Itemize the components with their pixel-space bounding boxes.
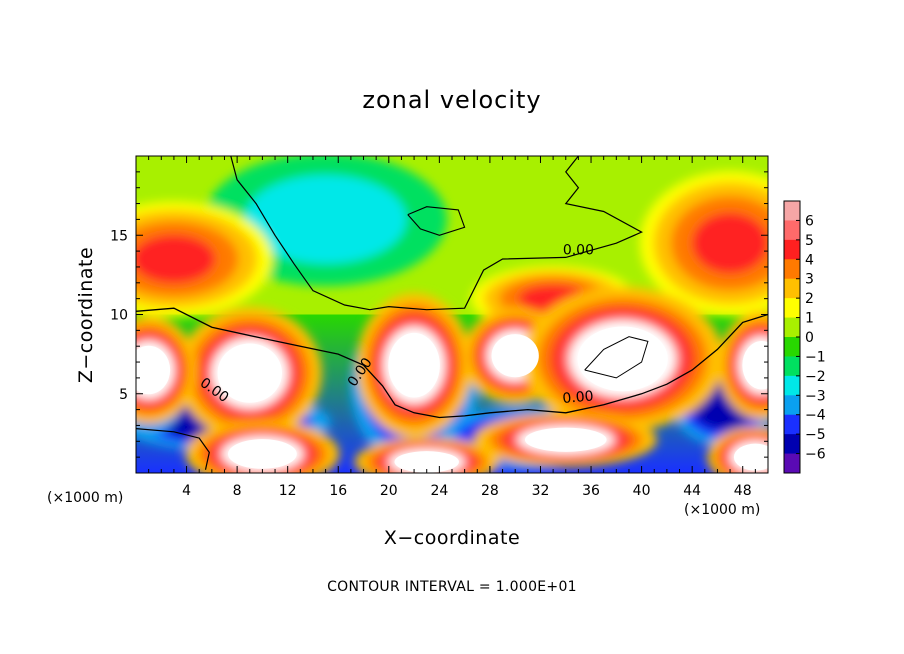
colorbar-swatch [784, 395, 800, 416]
feature-upper_max-10-ring-3 [136, 234, 216, 284]
colorbar-tick-label: −4 [805, 408, 826, 424]
colorbar-swatch [784, 220, 800, 241]
max-core-1 [388, 332, 440, 398]
colorbar-tick-label: −1 [805, 349, 826, 365]
colorbar-swatch [784, 337, 800, 357]
max-core-9 [733, 443, 768, 471]
x-tick-label: 16 [329, 483, 347, 499]
x-tick-label: 12 [279, 483, 297, 499]
max-core-4 [524, 427, 607, 452]
zero-contour-upper [230, 156, 643, 311]
max-core-5 [228, 439, 297, 469]
colorbar-swatch [784, 259, 800, 280]
colorbar-swatch [784, 414, 800, 435]
y-tick-label: 5 [119, 387, 128, 403]
y-tick-label: 10 [110, 308, 128, 324]
y-tick-label: 15 [110, 228, 128, 244]
colorbar-swatch [784, 239, 800, 260]
x-units-left: (×1000 m) [47, 490, 124, 506]
x-tick-label: 4 [182, 483, 191, 499]
chart-title: zonal velocity [362, 86, 542, 114]
colorbar-swatch [784, 317, 800, 338]
x-tick-label: 32 [532, 483, 550, 499]
x-tick-label: 44 [683, 483, 701, 499]
colorbar-tick-label: 1 [805, 311, 814, 327]
colorbar-swatch [784, 298, 800, 319]
zero-contour-lower-left [136, 428, 210, 470]
max-core-7 [136, 345, 171, 395]
max-core-0 [217, 343, 282, 403]
feature-calm-18-ring-1 [244, 175, 407, 264]
x-tick-label: 24 [430, 483, 448, 499]
colorbar-swatch [784, 434, 800, 455]
feature-upper_max-11-ring-3 [691, 212, 768, 274]
colorbar-tick-label: −3 [805, 388, 826, 404]
x-tick-label: 20 [380, 483, 398, 499]
max-core-2 [491, 334, 539, 378]
contour-interval-note: CONTOUR INTERVAL = 1.000E+01 [327, 579, 577, 595]
contour-label-3: 0.00 [563, 242, 594, 258]
colorbar-tick-label: −5 [805, 427, 826, 443]
colorbar-tick-label: 0 [805, 330, 814, 346]
colorbar-swatch [784, 453, 800, 474]
colorbar-tick-label: 2 [805, 291, 814, 307]
x-tick-label: 28 [481, 483, 499, 499]
colorbar-swatch [784, 278, 800, 299]
colorbar-tick-label: 5 [805, 233, 814, 249]
x-units-right: (×1000 m) [684, 502, 761, 518]
x-axis-label: X−coordinate [383, 527, 521, 549]
velocity-field: 0.000.00 0.000.00 [136, 156, 768, 473]
colorbar-tick-label: 3 [805, 272, 814, 288]
x-tick-label: 36 [582, 483, 600, 499]
contour-inner-loop [584, 336, 649, 379]
contour-label-2: 0.00 [562, 388, 594, 407]
max-core-6 [394, 451, 459, 473]
colorbar-swatch [784, 201, 800, 221]
zero-contour-main [136, 307, 768, 419]
x-tick-label: 40 [633, 483, 651, 499]
colorbar-tick-label: −2 [805, 369, 826, 385]
x-tick-label: 8 [233, 483, 242, 499]
colorbar-tick-label: −6 [805, 447, 826, 463]
max-core-8 [742, 340, 768, 390]
x-tick-label: 48 [734, 483, 752, 499]
max-core-3 [577, 326, 668, 392]
colorbar-tick-label: 6 [805, 213, 814, 229]
zero-contour-loop [407, 206, 466, 236]
colorbar: 6 5 4 3 2 1 0 −1 −2 −3 −4 −5 −6 [783, 200, 826, 474]
colorbar-swatch [784, 375, 800, 396]
colorbar-tick-label: 4 [805, 252, 814, 268]
colorbar-swatch [784, 356, 800, 377]
